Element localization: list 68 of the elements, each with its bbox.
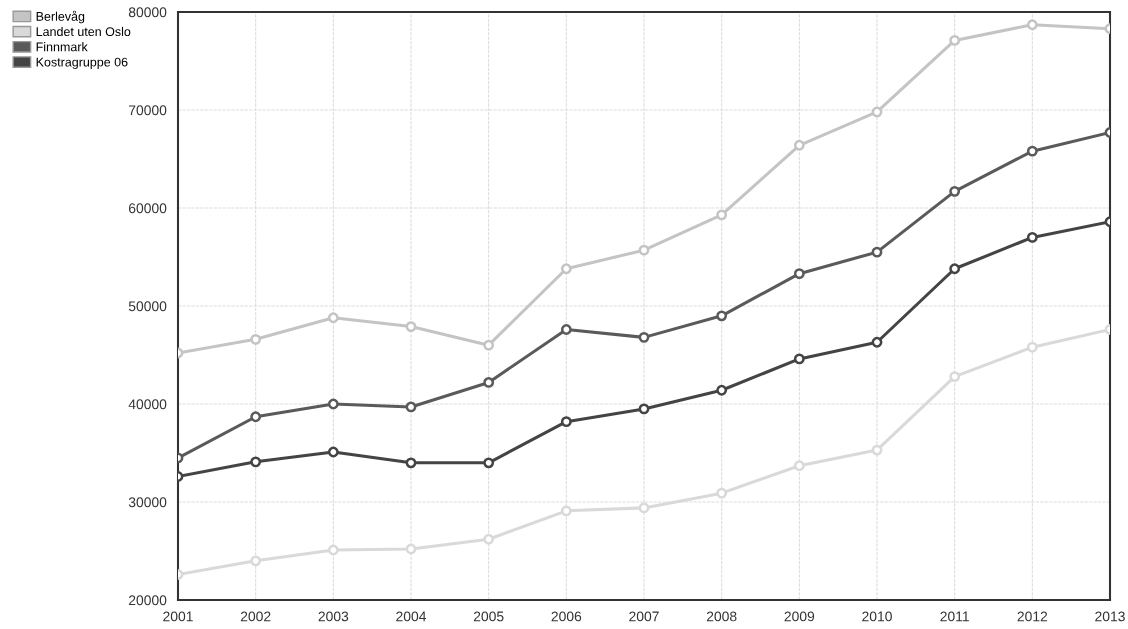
point [871, 106, 883, 118]
point [250, 555, 262, 567]
legend-label: Kostragruppe 06 [36, 57, 128, 69]
point [871, 336, 883, 348]
point [560, 263, 572, 275]
point [483, 457, 495, 469]
point [327, 398, 339, 410]
point [949, 185, 961, 197]
point [638, 331, 650, 343]
point [949, 263, 961, 275]
point [638, 403, 650, 415]
point [949, 35, 961, 46]
y-tick-label: 80000 [128, 7, 167, 18]
point [716, 310, 728, 322]
point [871, 444, 883, 456]
point [638, 502, 650, 514]
x-tick-label: 2001 [163, 611, 193, 622]
x-tick-label: 2010 [862, 611, 892, 622]
point [405, 457, 417, 469]
point [1026, 145, 1038, 157]
point [483, 533, 495, 545]
x-tick-label: 2011 [940, 611, 969, 622]
legend-label: Finnmark [36, 42, 88, 52]
point [560, 416, 572, 428]
y-tick-label: 70000 [128, 105, 167, 116]
point [793, 460, 805, 472]
point [483, 377, 495, 388]
point [716, 209, 728, 221]
y-tick-label: 40000 [128, 399, 167, 410]
point [949, 371, 961, 382]
x-tick-label: 2002 [240, 611, 271, 622]
point [405, 321, 417, 332]
x-tick-label: 2004 [396, 611, 427, 622]
x-tick-label: 2013 [1095, 611, 1125, 622]
x-tick-label: 2008 [706, 611, 737, 622]
point [250, 333, 262, 345]
point [327, 544, 339, 556]
point [250, 411, 262, 423]
x-tick-label: 2005 [473, 611, 504, 622]
point [871, 246, 883, 258]
point [1026, 341, 1038, 353]
point [405, 543, 417, 555]
y-tick-label: 50000 [128, 301, 167, 312]
point [716, 384, 728, 396]
x-tick-label: 2012 [1017, 611, 1048, 622]
y-tick-label: 20000 [128, 595, 167, 606]
point [250, 456, 262, 468]
legend-label: Berlevåg [36, 10, 85, 24]
y-tick-label: 30000 [128, 497, 167, 508]
x-tick-label: 2009 [784, 611, 815, 622]
point [483, 339, 495, 351]
point [638, 244, 650, 256]
point [1026, 231, 1038, 243]
x-tick-label: 2007 [629, 611, 659, 622]
x-tick-label: 2003 [318, 611, 349, 622]
point [405, 401, 417, 413]
point [793, 139, 805, 151]
x-tick-label: 2006 [551, 611, 582, 622]
point [327, 446, 339, 458]
point [560, 505, 572, 517]
legend-label: Landet uten Oslo [36, 26, 131, 37]
point [560, 324, 572, 335]
point [793, 353, 805, 365]
point [716, 487, 728, 499]
point [327, 312, 339, 324]
y-tick-label: 60000 [128, 203, 167, 214]
point [793, 268, 805, 280]
point [1026, 19, 1038, 31]
